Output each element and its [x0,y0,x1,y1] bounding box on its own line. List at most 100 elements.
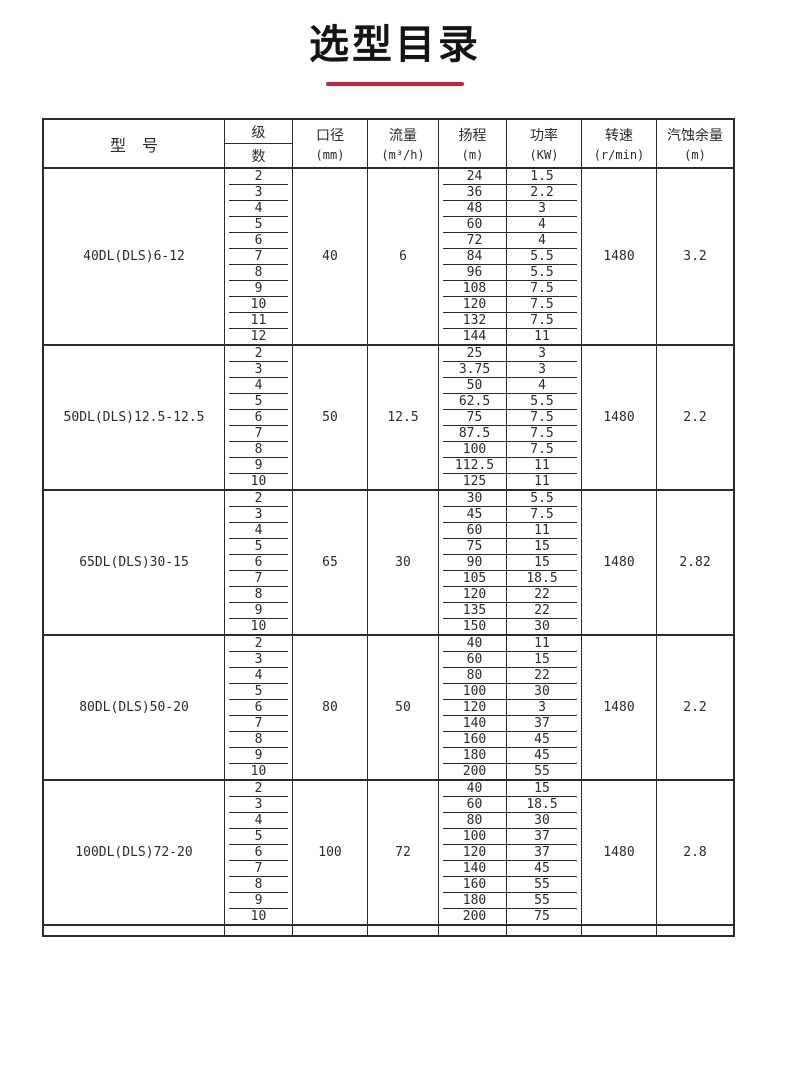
power-value: 7.5 [507,313,577,329]
head-value: 112.5 [443,458,506,474]
head-value: 180 [443,893,506,909]
power-value: 4 [507,233,577,249]
pump-model-block: 65DL(DLS)30-15 2 3 4 5 6 7 8 9 10 65 30 30 45 60 75… [44,491,733,636]
sliver-cell [439,926,507,935]
stage-value: 12 [250,329,267,344]
head-value: 144 [462,329,487,344]
header-speed-label: 转速 [605,128,633,144]
stage-value: 8 [229,877,288,893]
head-value: 60 [443,652,506,668]
head-value: 87.5 [443,426,506,442]
power-value: 55 [507,877,577,893]
stage-value: 6 [229,845,288,861]
power-value: 1.5 [507,169,577,185]
next-block-cutoff [44,926,733,935]
pump-model-block: 50DL(DLS)12.5-12.5 2 3 4 5 6 7 8 9 10 50 12.5 25… [44,346,733,491]
stage-value: 5 [229,684,288,700]
header-diameter-unit: (mm) [315,148,345,162]
power-value: 15 [507,781,577,797]
head-value: 160 [443,732,506,748]
stage-value: 4 [229,378,288,394]
head-value: 108 [443,281,506,297]
stage-value: 10 [250,474,267,489]
stage-value: 3 [229,185,288,201]
head-value: 132 [443,313,506,329]
power-value: 55 [534,764,550,779]
diameter-cell: 100 [293,781,368,924]
stage-value: 9 [229,748,288,764]
head-value: 80 [443,668,506,684]
flow-cell: 50 [368,636,439,779]
power-value: 2.2 [507,185,577,201]
power-value: 5.5 [507,265,577,281]
stages-column: 2 3 4 5 6 7 8 9 10 [225,781,293,924]
model-cell: 65DL(DLS)30-15 [44,491,225,634]
head-value: 60 [443,797,506,813]
power-value: 3 [507,201,577,217]
stage-value: 3 [229,652,288,668]
diameter-cell: 80 [293,636,368,779]
head-value: 135 [443,603,506,619]
head-value: 40 [443,781,506,797]
stage-value: 7 [229,249,288,265]
head-column: 25 3.75 50 62.5 75 87.5 100 112.5 125 [439,346,507,489]
head-value: 96 [443,265,506,281]
head-value: 45 [443,507,506,523]
power-column: 3 3 4 5.5 7.5 7.5 7.5 11 11 [507,346,582,489]
power-value: 15 [507,652,577,668]
stage-value: 8 [229,587,288,603]
power-value: 30 [534,619,550,634]
header-head-label: 扬程 [458,128,487,144]
power-column: 5.5 7.5 11 15 15 18.5 22 22 30 [507,491,582,634]
head-value: 120 [443,700,506,716]
sliver-cell [293,926,368,935]
speed-cell: 1480 [582,169,657,344]
header-npsh-unit: (m) [684,148,706,162]
stage-value: 11 [229,313,288,329]
head-value: 90 [443,555,506,571]
header-power: 功率 (KW) [507,120,582,167]
power-value: 18.5 [507,797,577,813]
power-value: 22 [507,603,577,619]
head-value: 25 [443,346,506,362]
stages-column: 2 3 4 5 6 7 8 9 10 [225,636,293,779]
stage-value: 6 [229,555,288,571]
head-value: 50 [443,378,506,394]
power-value: 11 [534,474,550,489]
head-value: 180 [443,748,506,764]
head-value: 125 [462,474,487,489]
diameter-cell: 65 [293,491,368,634]
power-value: 3 [507,700,577,716]
flow-cell: 12.5 [368,346,439,489]
sliver-cell [368,926,439,935]
power-value: 37 [507,845,577,861]
head-value: 84 [443,249,506,265]
power-value: 5.5 [507,394,577,410]
head-value: 120 [443,845,506,861]
stage-value: 9 [229,281,288,297]
head-column: 24 36 48 60 72 84 96 108 120 132 144 [439,169,507,344]
power-value: 5.5 [507,249,577,265]
head-value: 200 [462,909,487,924]
power-value: 37 [507,716,577,732]
header-npsh-label: 汽蚀余量 [667,128,723,144]
power-value: 30 [507,813,577,829]
head-value: 150 [462,619,487,634]
power-value: 18.5 [507,571,577,587]
head-column: 30 45 60 75 90 105 120 135 150 [439,491,507,634]
stage-value: 9 [229,893,288,909]
npsh-cell: 2.82 [679,555,711,570]
stage-value: 4 [229,813,288,829]
stage-value: 7 [229,861,288,877]
power-value: 7.5 [507,442,577,458]
header-stages-line1: 级 [225,120,292,144]
stage-value: 10 [229,297,288,313]
stage-value: 9 [229,603,288,619]
header-head-unit: (m) [461,148,484,162]
stage-value: 5 [229,394,288,410]
stage-value: 8 [229,265,288,281]
power-value: 7.5 [507,426,577,442]
head-value: 140 [443,861,506,877]
npsh-cell: 2.2 [683,410,707,425]
header-power-unit: (KW) [529,148,559,162]
